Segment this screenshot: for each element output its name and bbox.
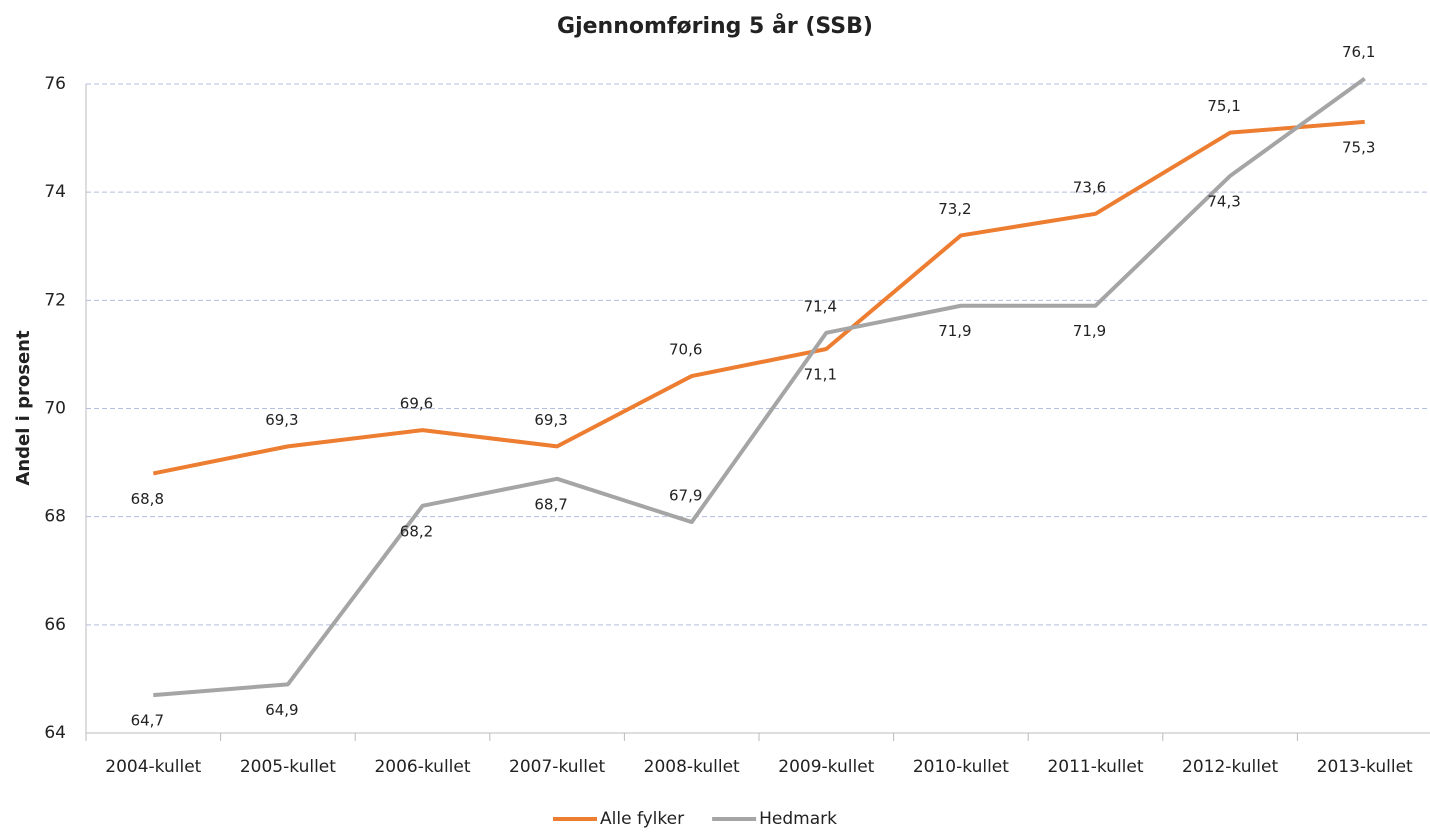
- data-label: 69,3: [265, 411, 298, 429]
- data-label: 73,2: [938, 200, 971, 218]
- data-label: 73,6: [1073, 178, 1106, 196]
- data-label: 74,3: [1207, 192, 1240, 210]
- data-label: 67,9: [669, 487, 702, 505]
- data-label: 68,7: [534, 495, 567, 513]
- y-tick-label: 74: [44, 182, 66, 202]
- x-tick-label: 2012-kullet: [1182, 757, 1278, 777]
- data-label: 64,7: [131, 712, 164, 730]
- data-label: 71,4: [804, 297, 837, 315]
- x-tick-label: 2006-kullet: [374, 757, 470, 777]
- data-label: 71,9: [938, 322, 971, 340]
- y-tick-label: 68: [44, 507, 66, 527]
- series-line: [153, 76, 1366, 698]
- x-tick-label: 2008-kullet: [644, 757, 740, 777]
- data-label: 69,6: [400, 395, 433, 413]
- y-tick-label: 70: [44, 399, 66, 419]
- data-label: 75,3: [1342, 138, 1375, 156]
- y-axis-label: Andel i prosent: [13, 330, 34, 486]
- data-label: 71,9: [1073, 322, 1106, 340]
- x-tick-label: 2005-kullet: [240, 757, 336, 777]
- y-tick-label: 64: [44, 723, 66, 743]
- legend-label: Alle fylker: [600, 809, 684, 829]
- data-label: 69,3: [534, 411, 567, 429]
- x-tick-label: 2004-kullet: [105, 757, 201, 777]
- x-tick-label: 2013-kullet: [1317, 757, 1413, 777]
- y-tick-label: 72: [44, 290, 66, 310]
- x-tick-label: 2010-kullet: [913, 757, 1009, 777]
- x-tick-label: 2009-kullet: [778, 757, 874, 777]
- x-tick-label: 2011-kullet: [1047, 757, 1143, 777]
- series-line: [152, 119, 1365, 476]
- data-label: 64,9: [265, 701, 298, 719]
- x-tick-label: 2007-kullet: [509, 757, 605, 777]
- y-tick-label: 66: [44, 615, 66, 635]
- data-label: 71,1: [804, 366, 837, 384]
- data-label: 76,1: [1342, 43, 1375, 61]
- data-label: 75,1: [1207, 97, 1240, 115]
- y-tick-label: 76: [44, 74, 66, 94]
- data-label: 68,8: [131, 490, 164, 508]
- data-label: 68,2: [400, 522, 433, 540]
- data-label: 70,6: [669, 341, 702, 359]
- legend-label: Hedmark: [759, 809, 837, 829]
- chart-title: Gjennomføring 5 år (SSB): [557, 13, 873, 39]
